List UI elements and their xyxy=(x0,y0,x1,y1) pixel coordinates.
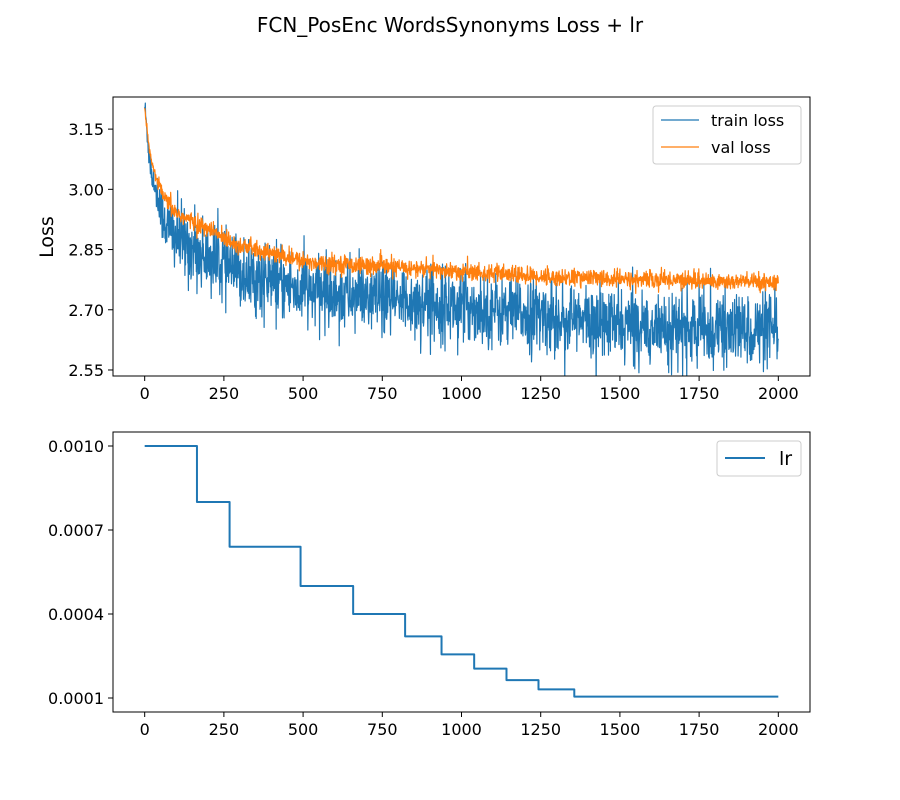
x-tick-label: 0 xyxy=(140,384,150,403)
y-tick-label: 3.15 xyxy=(68,120,104,139)
x-tick-label: 1750 xyxy=(679,720,720,739)
x-tick-label: 1000 xyxy=(441,720,482,739)
x-tick-label: 1750 xyxy=(679,384,720,403)
series-line-val-loss xyxy=(144,107,779,295)
loss-y-ticks: 2.55 2.70 2.85 3.00 3.15 xyxy=(68,120,113,380)
x-tick-label: 500 xyxy=(288,384,319,403)
x-tick-label: 250 xyxy=(209,720,240,739)
x-tick-label: 500 xyxy=(288,720,319,739)
x-tick-label: 2000 xyxy=(758,384,799,403)
x-tick-label: 1250 xyxy=(520,720,561,739)
y-tick-label: 2.55 xyxy=(68,361,104,380)
y-tick-label: 0.0004 xyxy=(48,605,104,624)
y-tick-label: 2.85 xyxy=(68,241,104,260)
x-tick-label: 750 xyxy=(367,384,398,403)
legend-label-train-loss: train loss xyxy=(711,111,784,130)
x-tick-label: 1250 xyxy=(520,384,561,403)
y-tick-label: 0.0001 xyxy=(48,689,104,708)
figure-suptitle: FCN_PosEnc WordsSynonyms Loss + lr xyxy=(257,13,644,37)
lr-legend: lr xyxy=(716,440,802,477)
series-line-lr xyxy=(144,445,779,698)
x-tick-label: 2000 xyxy=(758,720,799,739)
y-tick-label: 0.0010 xyxy=(48,437,104,456)
x-tick-label: 250 xyxy=(209,384,240,403)
x-tick-label: 1500 xyxy=(600,384,641,403)
x-tick-label: 0 xyxy=(140,720,150,739)
loss-y-axis-label: Loss xyxy=(36,216,58,258)
loss-plot-area xyxy=(144,102,779,376)
lr-axes: 0 250 500 750 1000 1250 1500 1750 2000 0.00010.0… xyxy=(48,431,811,739)
legend-label-lr: lr xyxy=(779,448,792,470)
lr-x-ticks: 0 250 500 750 1000 1250 1500 1750 2000 xyxy=(140,712,799,739)
legend-label-val-loss: val loss xyxy=(711,138,771,157)
y-tick-label: 3.00 xyxy=(68,180,104,199)
x-tick-label: 1500 xyxy=(600,720,641,739)
loss-legend: train loss val loss xyxy=(652,105,802,165)
y-tick-label: 0.0007 xyxy=(48,521,104,540)
loss-axes: 0 250 500 750 1000 1250 1500 1750 2000 2.552.702… xyxy=(36,96,811,403)
x-tick-label: 750 xyxy=(367,720,398,739)
x-tick-label: 1000 xyxy=(441,384,482,403)
y-tick-label: 2.70 xyxy=(68,301,104,320)
lr-y-ticks: 0.0001 0.0004 0.0007 0.0010 xyxy=(48,437,113,708)
lr-axes-frame xyxy=(112,431,811,713)
series-line-train-loss xyxy=(144,102,779,376)
lr-plot-area xyxy=(144,445,779,698)
loss-x-ticks: 0 250 500 750 1000 1250 1500 1750 2000 xyxy=(140,376,799,403)
